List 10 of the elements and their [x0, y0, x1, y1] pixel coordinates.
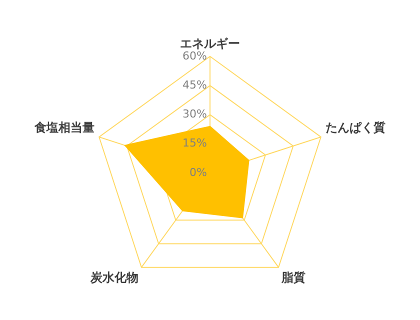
spoke-label: エネルギー	[180, 36, 240, 50]
spoke-label: 炭水化物	[90, 270, 139, 285]
y-tick-label: 30%	[182, 108, 207, 121]
spoke-label: たんぱく質	[326, 120, 386, 134]
spoke-label: 食塩相当量	[33, 120, 94, 134]
spoke-label: 脂質	[280, 270, 306, 285]
y-tick-label: 45%	[182, 78, 207, 92]
y-tick-label: 15%	[182, 136, 207, 150]
y-tick-label: 0%	[190, 166, 207, 179]
y-tick-label: 60%	[182, 49, 207, 62]
